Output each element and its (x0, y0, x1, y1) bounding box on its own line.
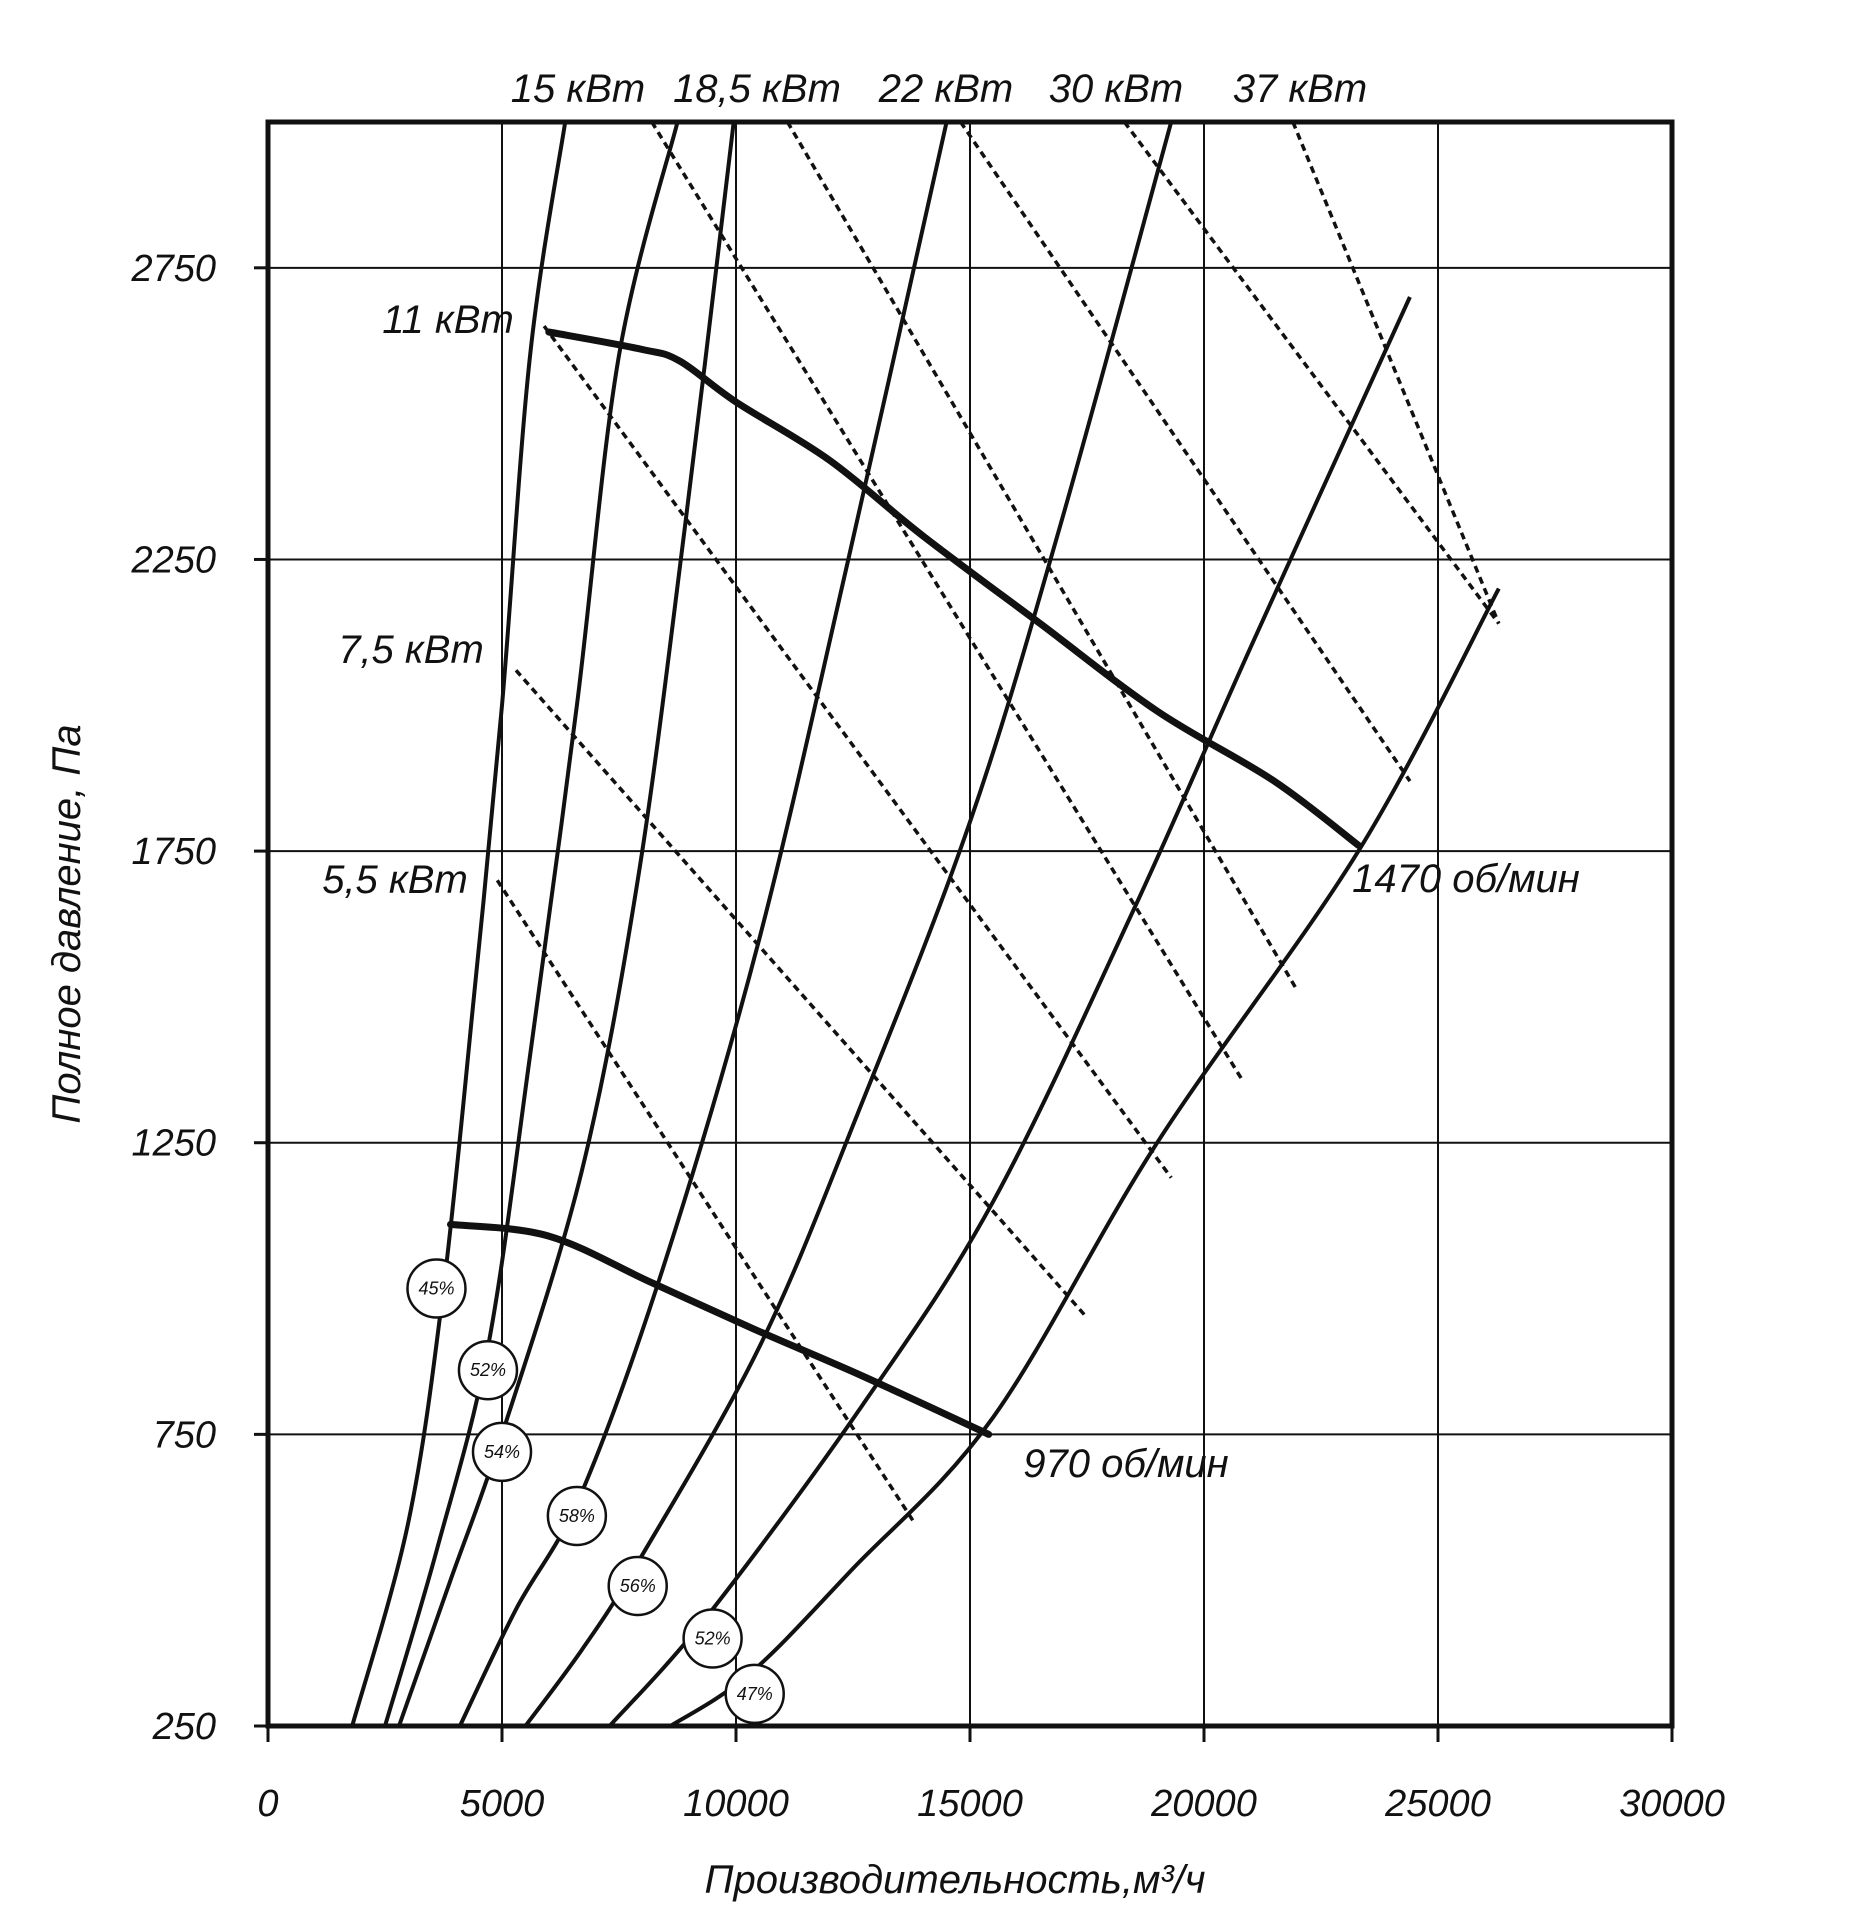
power-label-37: 37 кВт (1233, 67, 1368, 111)
efficiency-circle (546, 1485, 608, 1547)
fan-curve (447, 1220, 993, 1438)
efficiency-circle (471, 1421, 533, 1483)
efficiency-marker: 54% (471, 1421, 533, 1483)
ticks: 0 5000 10000 15000 20000 25000 30000 250 750 1250… (130, 248, 1724, 1825)
speed-label-970: 970 об/мин (1023, 1442, 1228, 1486)
efficiency-marker: 52% (457, 1339, 519, 1401)
efficiency-label: 58% (559, 1506, 595, 1526)
system-curve (397, 122, 736, 1726)
power-label-7-5: 7,5 кВт (338, 628, 484, 672)
power-label-30: 30 кВт (1049, 67, 1184, 111)
power-line (1122, 122, 1501, 625)
efficiency-marker: 45% (406, 1258, 467, 1319)
power-label-22: 22 кВт (878, 67, 1014, 111)
y-tick-label: 2750 (130, 248, 216, 290)
x-tick-label: 25000 (1384, 1783, 1491, 1825)
efficiency-label: 54% (484, 1442, 520, 1462)
power-line (542, 325, 1173, 1179)
efficiency-marker: 56% (607, 1555, 668, 1617)
system-curve (350, 122, 568, 1726)
grid (267, 122, 1673, 1727)
y-tick-label: 2250 (130, 539, 216, 581)
power-lines (495, 122, 1501, 1523)
y-axis-label: Полное давление, Па (45, 724, 89, 1123)
efficiency-label: 52% (695, 1629, 731, 1649)
efficiency-label: 47% (737, 1684, 773, 1704)
efficiency-markers: 45% 52% 54% 58% 56% 52% 47% (406, 1258, 785, 1725)
efficiency-marker: 58% (546, 1485, 608, 1547)
fan-curves (447, 328, 1362, 1438)
power-label-5-5: 5,5 кВт (322, 858, 468, 902)
efficiency-circle (457, 1339, 519, 1401)
x-tick-label: 15000 (917, 1783, 1023, 1825)
efficiency-label: 45% (418, 1279, 454, 1299)
system-curve (458, 122, 949, 1726)
system-curve (608, 296, 1412, 1726)
y-tick-label: 1750 (131, 831, 216, 873)
power-line (1291, 122, 1501, 625)
power-label-11: 11 кВт (382, 298, 514, 342)
speed-label-1470: 1470 об/мин (1352, 857, 1580, 901)
system-curves (350, 122, 1501, 1726)
y-tick-label: 250 (152, 1706, 216, 1748)
y-tick-label: 750 (153, 1414, 216, 1456)
y-tick-label: 1250 (131, 1123, 216, 1165)
x-tick-label: 20000 (1150, 1783, 1257, 1825)
efficiency-circle (682, 1608, 743, 1669)
power-line (495, 879, 916, 1523)
power-label-15: 15 кВт (511, 67, 646, 111)
fan-curve (545, 328, 1362, 849)
x-tick-label: 5000 (460, 1783, 545, 1825)
x-axis-label: Производительность,м³/ч (704, 1858, 1205, 1902)
x-tick-label: 10000 (683, 1783, 789, 1825)
power-label-18-5: 18,5 кВт (673, 67, 841, 111)
efficiency-marker: 52% (682, 1608, 743, 1669)
efficiency-label: 52% (470, 1360, 506, 1380)
efficiency-marker: 47% (724, 1663, 785, 1725)
efficiency-circle (724, 1663, 785, 1725)
power-line (650, 122, 1243, 1080)
x-tick-label: 0 (257, 1783, 278, 1825)
x-tick-label: 30000 (1619, 1783, 1725, 1825)
system-curve (669, 587, 1501, 1726)
efficiency-label: 56% (620, 1576, 656, 1596)
power-line (959, 122, 1412, 783)
efficiency-circle (607, 1555, 668, 1617)
system-curve (383, 122, 680, 1726)
efficiency-circle (406, 1258, 467, 1319)
